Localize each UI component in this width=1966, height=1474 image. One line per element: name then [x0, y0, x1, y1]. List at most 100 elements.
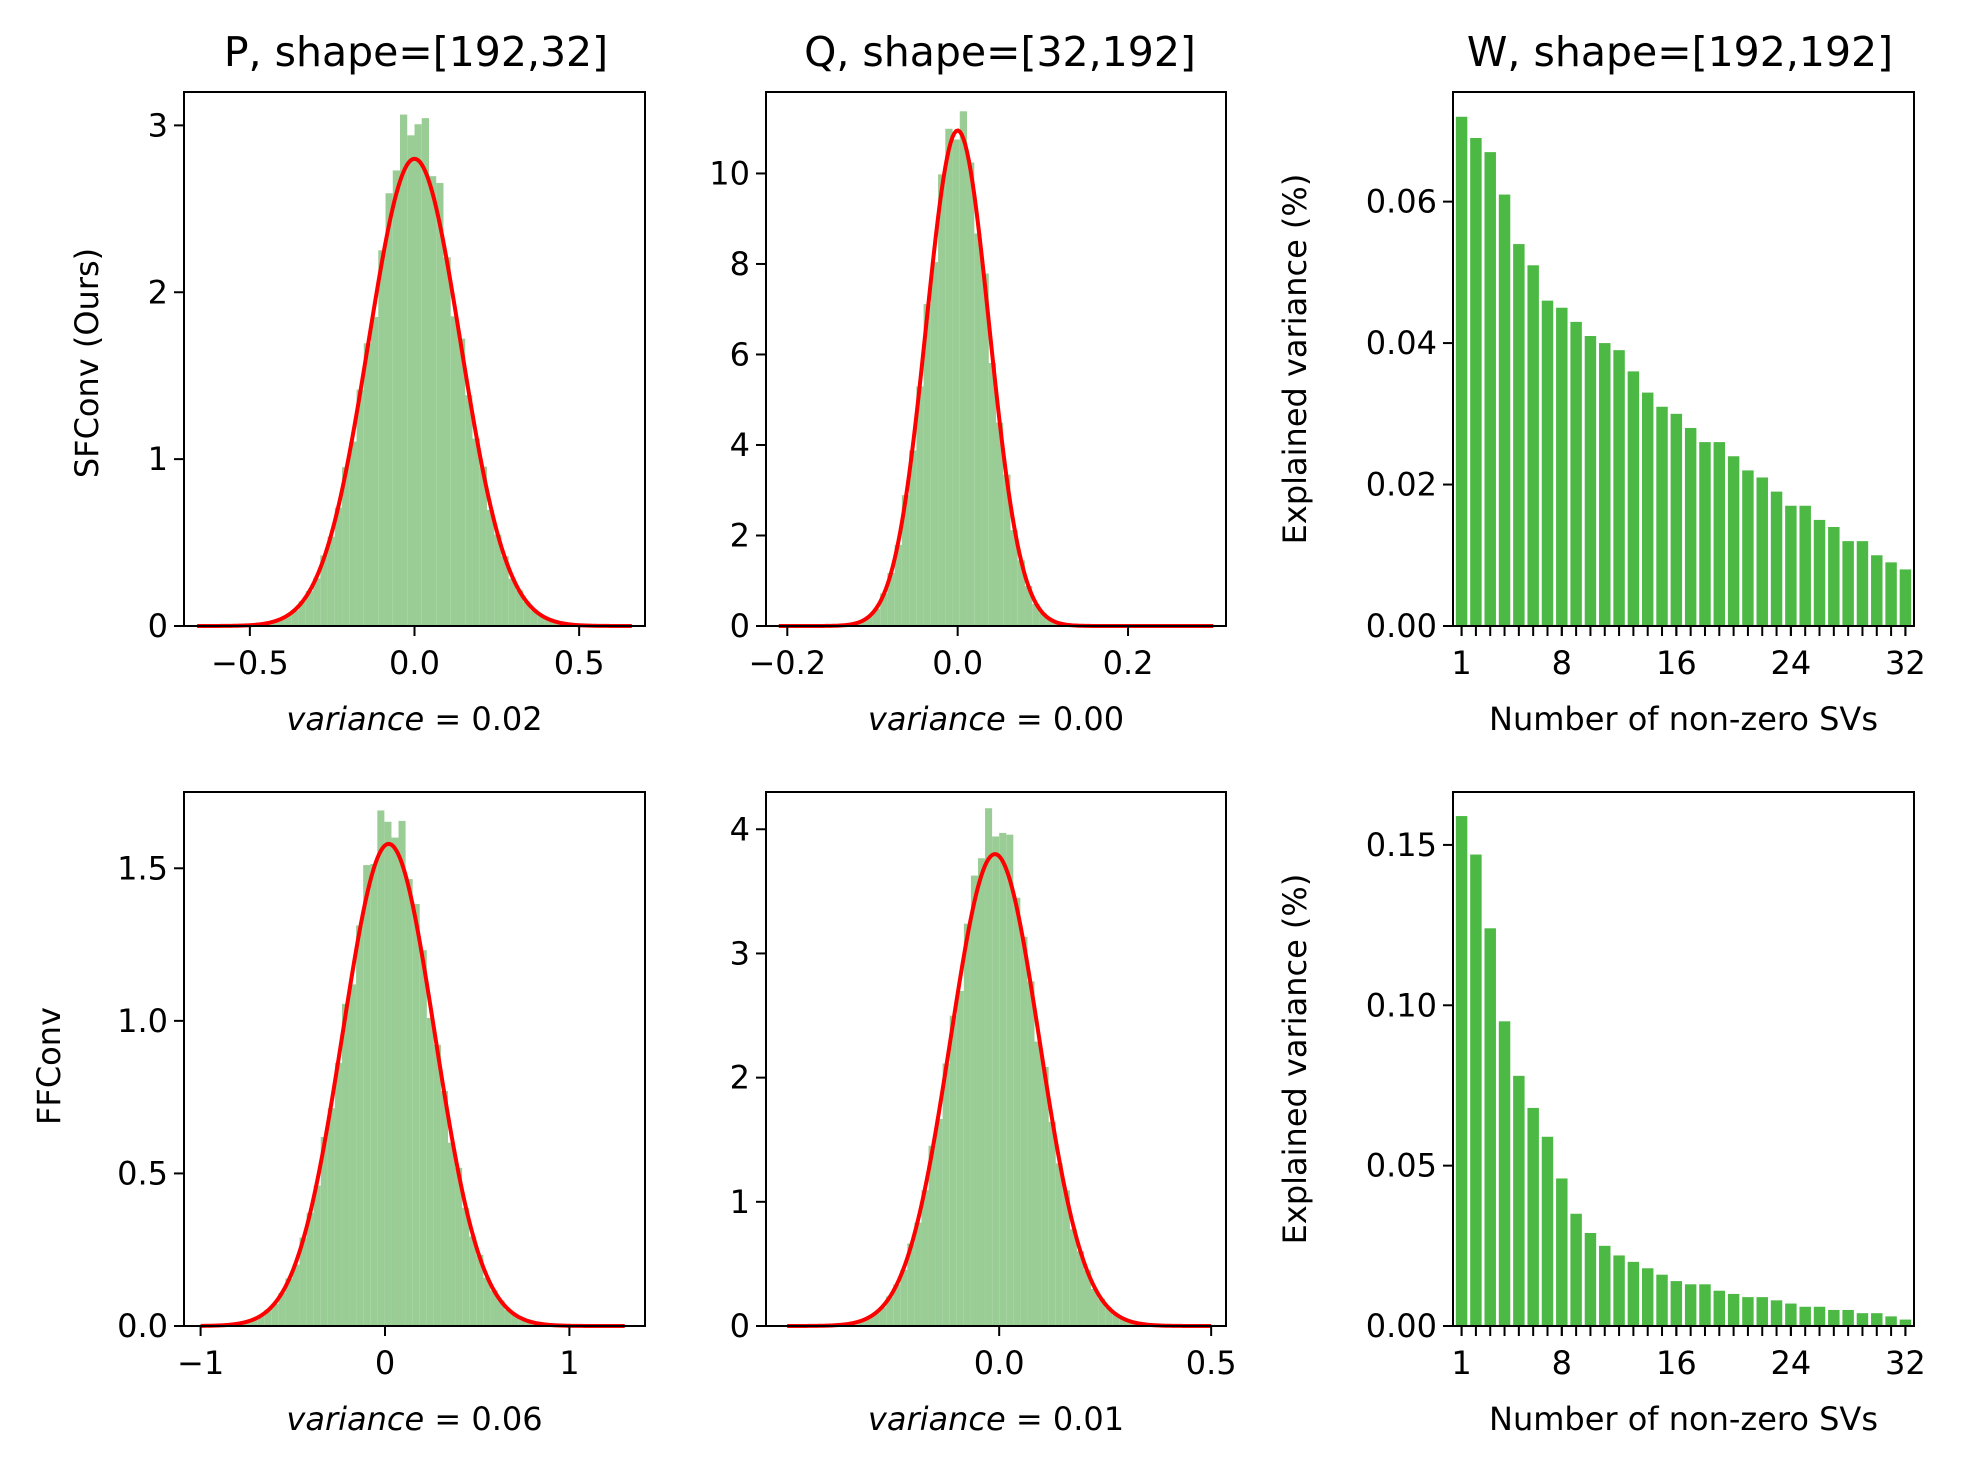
- histogram-bar: [1010, 530, 1018, 626]
- histogram-bar: [490, 1290, 498, 1326]
- axes-frame: [183, 791, 646, 1327]
- bar-1: [1455, 816, 1468, 1326]
- histogram-bar: [455, 1167, 463, 1326]
- histogram-bar: [963, 923, 971, 1326]
- bar-5: [1513, 244, 1525, 626]
- histogram-bar: [443, 257, 451, 626]
- histogram-bar: [292, 1264, 300, 1326]
- bar-17: [1684, 1284, 1697, 1326]
- histogram-bar: [537, 614, 545, 626]
- histogram-bar: [341, 1003, 350, 1326]
- histogram-bar: [313, 578, 321, 626]
- histogram-bar: [284, 615, 292, 626]
- bar-18: [1699, 442, 1711, 626]
- y-tick-label: 1.0: [117, 1002, 168, 1040]
- histogram-bar: [269, 621, 277, 626]
- x-axis-label: variance = 0.06: [286, 1400, 542, 1438]
- histogram-bar: [858, 620, 866, 626]
- y-tick-label: 0.5: [117, 1154, 168, 1192]
- axes-frame: [765, 91, 1227, 627]
- histogram-bar: [1020, 936, 1028, 1326]
- bar-5: [1513, 1075, 1525, 1326]
- histogram-bar: [508, 578, 516, 626]
- bar-32: [1899, 569, 1912, 626]
- y-tick-label: 0.0: [117, 1307, 168, 1345]
- histogram-bar: [1112, 1314, 1120, 1326]
- x-axis-label: variance = 0.02: [286, 700, 542, 738]
- histogram-bar: [385, 193, 393, 626]
- histogram-bar: [872, 608, 881, 626]
- bar-25: [1799, 1306, 1811, 1326]
- y-tick-label: 0.06: [1366, 183, 1437, 221]
- bar-30: [1871, 1313, 1883, 1326]
- histogram-bar: [450, 316, 458, 626]
- histogram-bar: [276, 619, 285, 626]
- histogram-bar: [886, 1296, 894, 1326]
- histogram-bar: [391, 837, 399, 1326]
- bar-11: [1599, 1245, 1611, 1326]
- axes-frame: [765, 791, 1227, 1327]
- histogram-bar: [271, 1303, 279, 1326]
- x-tick-label: 0: [375, 1344, 395, 1382]
- histogram-bar: [342, 467, 350, 626]
- histogram-bar: [921, 1190, 929, 1326]
- col-title-w: W, shape=[192,192]: [1467, 28, 1893, 76]
- bar-7: [1541, 1136, 1554, 1326]
- y-tick-label: 0.00: [1366, 607, 1437, 645]
- histogram-bar: [923, 304, 931, 626]
- histogram-bar: [1062, 1190, 1070, 1326]
- x-axis-label-italic: variance: [868, 700, 1006, 738]
- histogram-bar: [1013, 897, 1021, 1326]
- x-tick-label: −0.5: [211, 644, 289, 682]
- bar-25: [1799, 505, 1811, 626]
- bar-31: [1885, 1316, 1897, 1326]
- histogram-bar: [909, 450, 917, 626]
- bar-14: [1641, 1268, 1654, 1326]
- histogram-bar: [515, 590, 524, 626]
- histogram-bar: [857, 1320, 865, 1326]
- x-tick-label: 1: [1451, 1344, 1471, 1382]
- bar-20: [1727, 456, 1740, 626]
- bar-4: [1498, 1021, 1511, 1326]
- histogram-bar: [914, 1222, 922, 1326]
- histogram-bar: [1091, 1288, 1099, 1326]
- histogram-bar: [894, 544, 902, 626]
- y-axis-label: Explained variance (%): [1276, 174, 1314, 545]
- histogram-bar: [320, 1137, 328, 1326]
- histogram-bar: [1076, 1251, 1084, 1326]
- bar-9: [1570, 1213, 1582, 1326]
- x-axis-label-value: = 0.02: [424, 700, 542, 738]
- histogram-bar: [956, 990, 964, 1326]
- panel-sfconv-P: variance = 0.02 −0.5 0.0 0.5 0 1 2 3: [148, 91, 646, 738]
- histogram-bar: [996, 422, 1004, 626]
- x-tick-label: 0.2: [1103, 644, 1154, 682]
- histogram-bar: [285, 1278, 293, 1326]
- axes-frame: [1452, 791, 1915, 1327]
- histogram-bar: [988, 362, 996, 626]
- histogram-bar: [476, 1254, 484, 1326]
- histogram-bar: [871, 1312, 880, 1326]
- histogram-bar: [967, 162, 975, 626]
- histogram-bar: [407, 135, 415, 626]
- bar-26: [1813, 519, 1826, 626]
- bar-18: [1699, 1284, 1711, 1326]
- x-axis-label-italic: variance: [868, 1400, 1006, 1438]
- histogram-bar: [486, 509, 495, 626]
- histogram-bar: [865, 616, 873, 626]
- histogram-bar: [552, 621, 560, 626]
- x-axis-label-value: = 0.01: [1006, 1400, 1124, 1438]
- histogram-bar: [938, 174, 946, 627]
- histogram-bar: [1017, 560, 1025, 626]
- col-title-q: Q, shape=[32,192]: [804, 28, 1196, 76]
- histogram-bar: [356, 389, 364, 626]
- bar-19: [1713, 442, 1726, 626]
- bar-23: [1770, 1300, 1783, 1326]
- histogram-bar: [985, 808, 993, 1326]
- bar-21: [1742, 470, 1754, 626]
- bar-11: [1599, 343, 1611, 626]
- histogram-bar: [864, 1317, 872, 1326]
- histogram-bar: [1041, 1066, 1049, 1326]
- histogram-bar: [525, 1321, 533, 1326]
- histogram-bar: [518, 1318, 526, 1326]
